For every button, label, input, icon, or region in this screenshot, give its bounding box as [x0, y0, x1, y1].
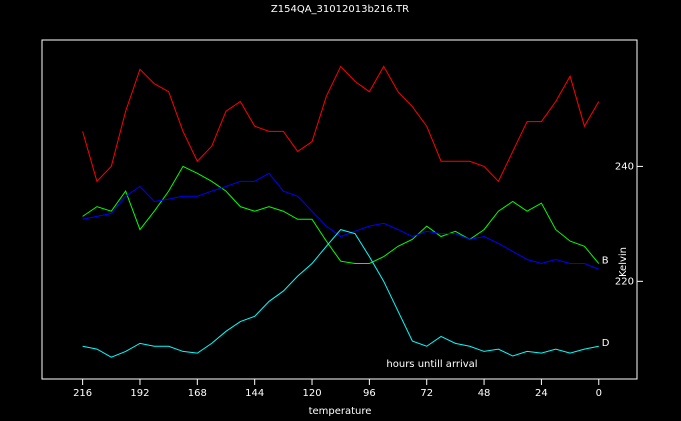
plot-frame: [41, 39, 638, 380]
series-label: B: [602, 256, 609, 267]
x-tick-label: 72: [420, 388, 433, 399]
chart-title: Z154QA_31012013b216.TR: [271, 4, 409, 15]
x-tick-label: 168: [188, 388, 207, 399]
x-tick-label: 192: [130, 388, 149, 399]
x-tick-label: 216: [73, 388, 92, 399]
series-line: [82, 65, 600, 183]
x-tick-label: 96: [363, 388, 376, 399]
annotation: hours untill arrival: [386, 359, 477, 370]
x-axis-label: temperature: [309, 406, 372, 417]
x-tick-label: 48: [478, 388, 491, 399]
series-line: [82, 172, 599, 270]
y-tick-label: 240: [615, 161, 634, 172]
y-axis-label: Kelvin: [618, 247, 629, 277]
x-tick-label: 24: [535, 388, 548, 399]
series-line: [82, 165, 600, 265]
x-tick-label: 120: [302, 388, 321, 399]
y-tick-label: 220: [615, 276, 634, 287]
series-label: D: [602, 338, 610, 349]
x-tick-label: 0: [596, 388, 602, 399]
x-tick-label: 144: [245, 388, 264, 399]
series-line: [82, 229, 599, 358]
